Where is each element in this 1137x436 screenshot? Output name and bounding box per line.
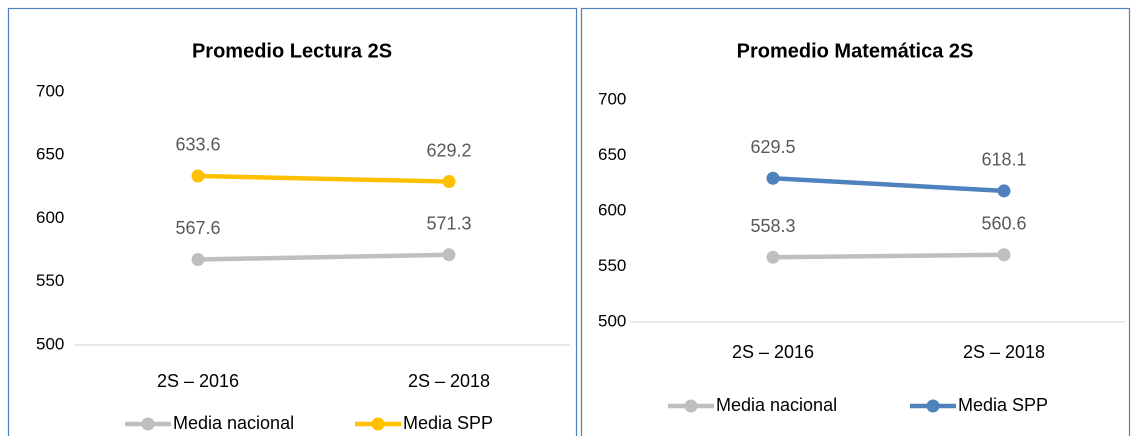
y-tick-label: 700 <box>598 89 626 108</box>
y-tick-label: 500 <box>36 334 64 353</box>
legend-marker <box>684 399 698 413</box>
data-point <box>766 171 780 185</box>
series-line <box>197 252 450 262</box>
data-point <box>997 184 1011 198</box>
legend-marker <box>141 417 155 431</box>
y-tick-label: 500 <box>598 311 626 330</box>
y-tick-label: 650 <box>598 145 626 164</box>
y-tick-label: 600 <box>598 200 626 219</box>
data-point <box>191 169 205 183</box>
panel-border <box>580 7 1131 436</box>
data-label: 633.6 <box>175 135 220 155</box>
x-tick-label: 2S – 2018 <box>408 371 490 391</box>
data-label: 560.6 <box>981 213 1026 233</box>
data-point <box>766 250 780 264</box>
series-line <box>772 176 1005 194</box>
series-line <box>772 252 1005 260</box>
data-point <box>997 248 1011 262</box>
data-point <box>442 248 456 262</box>
data-label: 618.1 <box>981 150 1026 170</box>
series-line <box>197 173 450 184</box>
legend-marker <box>371 417 385 431</box>
y-tick-label: 650 <box>36 145 64 164</box>
chart-title: Promedio Lectura 2S <box>192 40 392 62</box>
legend-label: Media nacional <box>173 413 294 433</box>
data-label: 629.5 <box>750 137 795 157</box>
y-tick-label: 700 <box>36 81 64 100</box>
data-label: 571.3 <box>426 214 471 234</box>
x-tick-label: 2S – 2016 <box>732 342 814 362</box>
y-tick-label: 550 <box>36 271 64 290</box>
data-point <box>442 175 456 189</box>
legend-label: Media SPP <box>403 413 493 433</box>
x-tick-label: 2S – 2016 <box>157 371 239 391</box>
y-tick-label: 600 <box>36 208 64 227</box>
legend-label: Media SPP <box>958 395 1048 415</box>
legend-marker <box>926 399 940 413</box>
data-point <box>191 252 205 266</box>
legend-label: Media nacional <box>716 395 837 415</box>
chart-title: Promedio Matemática 2S <box>737 40 974 62</box>
data-label: 558.3 <box>750 216 795 236</box>
x-tick-label: 2S – 2018 <box>963 342 1045 362</box>
panel-border <box>7 7 578 436</box>
data-label: 567.6 <box>175 218 220 238</box>
y-tick-label: 550 <box>598 256 626 275</box>
data-label: 629.2 <box>426 140 471 160</box>
